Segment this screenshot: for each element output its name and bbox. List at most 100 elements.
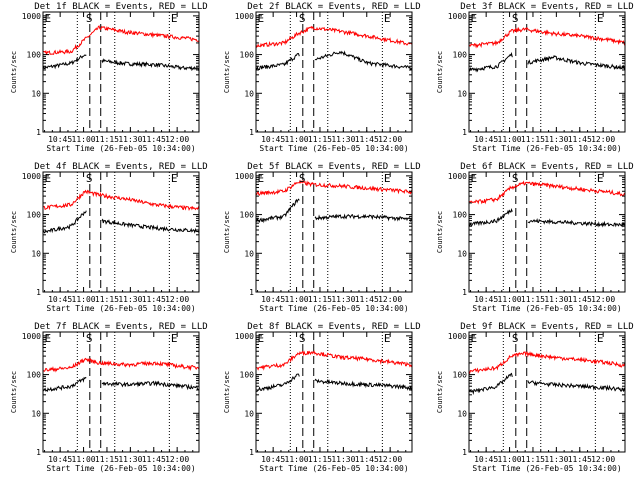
marker-e: E xyxy=(597,12,604,25)
x-tick-label: 11:15 xyxy=(521,135,545,144)
series-lld xyxy=(43,357,199,373)
series-lld xyxy=(43,189,199,211)
x-tick-label: 11:15 xyxy=(521,295,545,304)
x-tick-label: 10:45 xyxy=(474,135,498,144)
axes-frame xyxy=(42,11,200,133)
series-events xyxy=(256,373,412,393)
x-axis-label: Start Time (26-Feb-05 10:34:00) xyxy=(472,144,621,153)
y-tick-label: 1 xyxy=(249,288,254,297)
x-axis-label: Start Time (26-Feb-05 10:34:00) xyxy=(259,304,408,313)
x-tick-label: 11:00 xyxy=(285,455,309,464)
x-tick-label: 12:00 xyxy=(165,295,189,304)
y-axis-label: Counts/sec xyxy=(10,371,18,413)
x-tick-label: 12:00 xyxy=(165,135,189,144)
x-tick-label: 12:00 xyxy=(378,135,402,144)
y-tick-label: 10 xyxy=(244,409,254,418)
panel-title: Det 5f BLACK = Events, RED = LLD xyxy=(247,162,420,172)
series-events xyxy=(43,376,199,393)
y-axis-label: Counts/sec xyxy=(10,51,18,93)
marker-e: E xyxy=(258,332,265,345)
panel-title: Det 1f BLACK = Events, RED = LLD xyxy=(34,2,207,12)
x-axis-label: Start Time (26-Feb-05 10:34:00) xyxy=(46,144,195,153)
marker-s: S xyxy=(299,172,306,185)
x-tick-label: 10:45 xyxy=(474,455,498,464)
x-tick-label: 11:30 xyxy=(331,295,355,304)
marker-e: E xyxy=(258,12,265,25)
y-axis-label: Counts/sec xyxy=(10,211,18,253)
series-events xyxy=(43,210,199,234)
series-events xyxy=(469,372,625,395)
y-tick-label: 100 xyxy=(27,211,42,220)
y-tick-label: 1000 xyxy=(235,332,254,341)
panel-title: Det 9f BLACK = Events, RED = LLD xyxy=(460,322,633,332)
axes-frame xyxy=(255,11,413,133)
panel-det-8: Det 8f BLACK = Events, RED = LLD 1 10 100 10… xyxy=(223,322,421,473)
x-tick-label: 11:15 xyxy=(95,295,119,304)
y-axis-label: Counts/sec xyxy=(436,51,444,93)
x-tick-label: 12:00 xyxy=(591,295,615,304)
panel-det-9: Det 9f BLACK = Events, RED = LLD 1 10 100 10… xyxy=(436,322,634,473)
y-tick-label: 1000 xyxy=(448,12,467,21)
panel-det-6: Det 6f BLACK = Events, RED = LLD 1 10 100 10… xyxy=(436,162,634,313)
marker-e: E xyxy=(471,12,478,25)
x-tick-label: 10:45 xyxy=(474,295,498,304)
y-axis-label: Counts/sec xyxy=(223,371,231,413)
marker-s: S xyxy=(299,332,306,345)
x-tick-label: 11:45 xyxy=(355,455,379,464)
y-tick-label: 1 xyxy=(462,128,467,137)
y-tick-label: 100 xyxy=(240,371,255,380)
x-tick-label: 11:15 xyxy=(308,135,332,144)
marker-e: E xyxy=(45,12,52,25)
y-tick-label: 100 xyxy=(453,211,468,220)
y-tick-label: 1 xyxy=(36,288,41,297)
x-tick-label: 11:00 xyxy=(72,455,96,464)
y-tick-label: 100 xyxy=(27,371,42,380)
x-tick-label: 11:00 xyxy=(285,295,309,304)
series-lld xyxy=(469,26,625,49)
y-tick-label: 10 xyxy=(457,249,467,258)
panel-det-4: Det 4f BLACK = Events, RED = LLD 1 10 100 10… xyxy=(10,162,208,313)
marker-e: E xyxy=(171,332,178,345)
marker-e: E xyxy=(597,172,604,185)
y-tick-label: 1000 xyxy=(235,172,254,181)
x-tick-label: 10:45 xyxy=(261,455,285,464)
marker-e: E xyxy=(171,12,178,25)
x-tick-label: 12:00 xyxy=(165,455,189,464)
x-tick-label: 11:45 xyxy=(355,295,379,304)
x-tick-label: 11:15 xyxy=(95,455,119,464)
x-tick-label: 11:15 xyxy=(308,455,332,464)
marker-s: S xyxy=(512,12,519,25)
y-tick-label: 1 xyxy=(36,128,41,137)
y-tick-label: 10 xyxy=(457,409,467,418)
x-tick-label: 11:00 xyxy=(498,135,522,144)
x-tick-label: 10:45 xyxy=(261,135,285,144)
y-tick-label: 100 xyxy=(453,371,468,380)
panel-title: Det 6f BLACK = Events, RED = LLD xyxy=(460,162,633,172)
axes-frame xyxy=(42,331,200,453)
x-tick-label: 11:45 xyxy=(568,295,592,304)
marker-s: S xyxy=(86,172,93,185)
x-axis-label: Start Time (26-Feb-05 10:34:00) xyxy=(46,464,195,473)
panel-det-7: Det 7f BLACK = Events, RED = LLD 1 10 100 10… xyxy=(10,322,208,473)
x-tick-label: 11:15 xyxy=(521,455,545,464)
x-tick-label: 10:45 xyxy=(261,295,285,304)
x-tick-label: 11:45 xyxy=(568,455,592,464)
series-events xyxy=(469,208,625,228)
x-tick-label: 11:45 xyxy=(355,135,379,144)
marker-e: E xyxy=(171,172,178,185)
y-tick-label: 10 xyxy=(31,89,41,98)
x-tick-label: 11:30 xyxy=(118,135,142,144)
x-tick-label: 11:00 xyxy=(498,455,522,464)
axes-frame xyxy=(42,171,200,293)
x-tick-label: 11:00 xyxy=(498,295,522,304)
series-lld xyxy=(469,180,625,205)
x-tick-label: 11:45 xyxy=(142,295,166,304)
axes-frame xyxy=(468,171,626,293)
y-tick-label: 1 xyxy=(36,448,41,457)
x-axis-label: Start Time (26-Feb-05 10:34:00) xyxy=(472,304,621,313)
x-tick-label: 10:45 xyxy=(48,455,72,464)
marker-s: S xyxy=(299,12,306,25)
series-lld xyxy=(256,25,412,49)
y-axis-label: Counts/sec xyxy=(223,211,231,253)
x-tick-label: 12:00 xyxy=(378,455,402,464)
